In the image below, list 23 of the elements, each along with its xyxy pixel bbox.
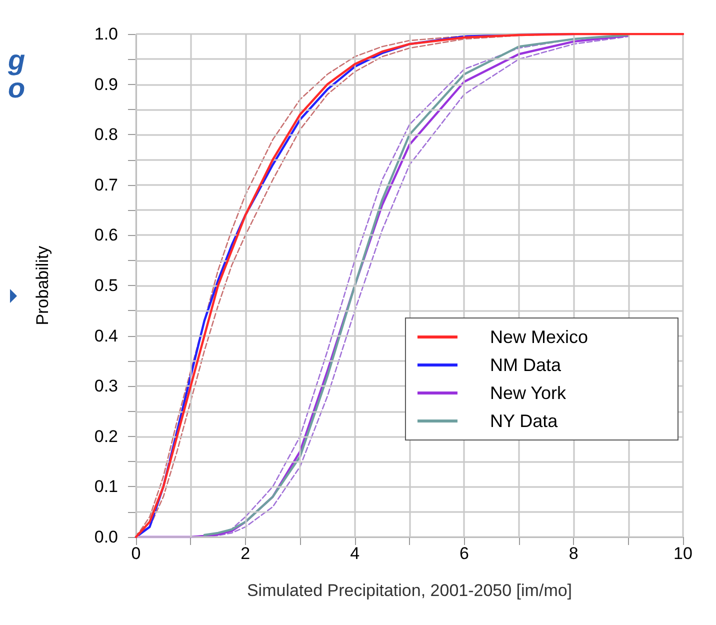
y-tick-label: 0.5: [94, 276, 118, 295]
y-tick-label: 0.7: [94, 175, 118, 194]
x-tick-label: 6: [459, 544, 469, 563]
y-tick-label: 0.3: [94, 376, 118, 396]
y-tick-label: 0.4: [94, 326, 118, 346]
y-tick-label: 0.1: [94, 477, 118, 496]
y-tick-label: 0.9: [94, 74, 118, 94]
y-tick-label: 0.6: [94, 226, 118, 245]
x-tick-label: 8: [568, 544, 578, 563]
legend-label: NM Data: [490, 355, 562, 375]
y-tick-label: 0.8: [94, 125, 118, 144]
y-tick-label: 0.0: [94, 528, 118, 546]
x-tick-label: 10: [674, 544, 692, 563]
legend-label: New Mexico: [490, 327, 588, 347]
y-tick-label: 0.2: [94, 426, 118, 446]
legend-label: New York: [490, 383, 568, 403]
x-tick-label: 0: [131, 544, 141, 563]
y-axis-title: Probability: [33, 245, 52, 326]
legend-label: NY Data: [490, 411, 559, 431]
x-tick-label: 2: [240, 544, 250, 563]
x-axis-title: Simulated Precipitation, 2001-2050 [im/mo]: [246, 581, 572, 600]
x-tick-label: 4: [350, 544, 360, 563]
y-tick-label: 1.0: [94, 24, 118, 44]
